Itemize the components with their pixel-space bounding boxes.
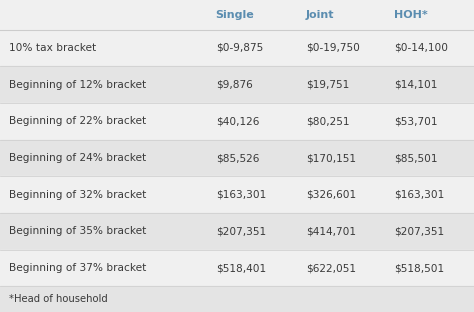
Text: $0-19,750: $0-19,750: [306, 43, 360, 53]
Text: $518,401: $518,401: [216, 263, 266, 273]
Bar: [0, 213, 474, 250]
Text: $9,876: $9,876: [216, 80, 253, 90]
Text: $163,301: $163,301: [216, 190, 266, 200]
Text: $207,351: $207,351: [216, 227, 266, 236]
Text: $414,701: $414,701: [306, 227, 356, 236]
Bar: [0, 30, 474, 66]
Bar: [0, 66, 474, 103]
Text: $85,526: $85,526: [216, 153, 259, 163]
Text: Beginning of 12% bracket: Beginning of 12% bracket: [9, 80, 147, 90]
Text: 10% tax bracket: 10% tax bracket: [9, 43, 97, 53]
Text: $80,251: $80,251: [306, 116, 349, 126]
Bar: [0, 103, 474, 140]
Text: $622,051: $622,051: [306, 263, 356, 273]
Text: Single: Single: [216, 10, 255, 20]
Text: $85,501: $85,501: [394, 153, 438, 163]
Text: $326,601: $326,601: [306, 190, 356, 200]
Text: Beginning of 24% bracket: Beginning of 24% bracket: [9, 153, 147, 163]
Text: $40,126: $40,126: [216, 116, 259, 126]
Text: $207,351: $207,351: [394, 227, 445, 236]
Bar: [0, 250, 474, 286]
Text: *Head of household: *Head of household: [9, 294, 108, 304]
Text: Beginning of 22% bracket: Beginning of 22% bracket: [9, 116, 147, 126]
Text: Beginning of 35% bracket: Beginning of 35% bracket: [9, 227, 147, 236]
Text: HOH*: HOH*: [394, 10, 428, 20]
Bar: [0, 286, 474, 312]
Text: Joint: Joint: [306, 10, 334, 20]
Text: $0-9,875: $0-9,875: [216, 43, 263, 53]
Bar: [0, 0, 474, 30]
Text: Beginning of 37% bracket: Beginning of 37% bracket: [9, 263, 147, 273]
Text: $170,151: $170,151: [306, 153, 356, 163]
Text: $518,501: $518,501: [394, 263, 445, 273]
Text: $14,101: $14,101: [394, 80, 438, 90]
Text: Beginning of 32% bracket: Beginning of 32% bracket: [9, 190, 147, 200]
Text: $19,751: $19,751: [306, 80, 349, 90]
Text: $53,701: $53,701: [394, 116, 438, 126]
Text: $163,301: $163,301: [394, 190, 445, 200]
Text: $0-14,100: $0-14,100: [394, 43, 448, 53]
Bar: [0, 140, 474, 176]
Bar: [0, 176, 474, 213]
